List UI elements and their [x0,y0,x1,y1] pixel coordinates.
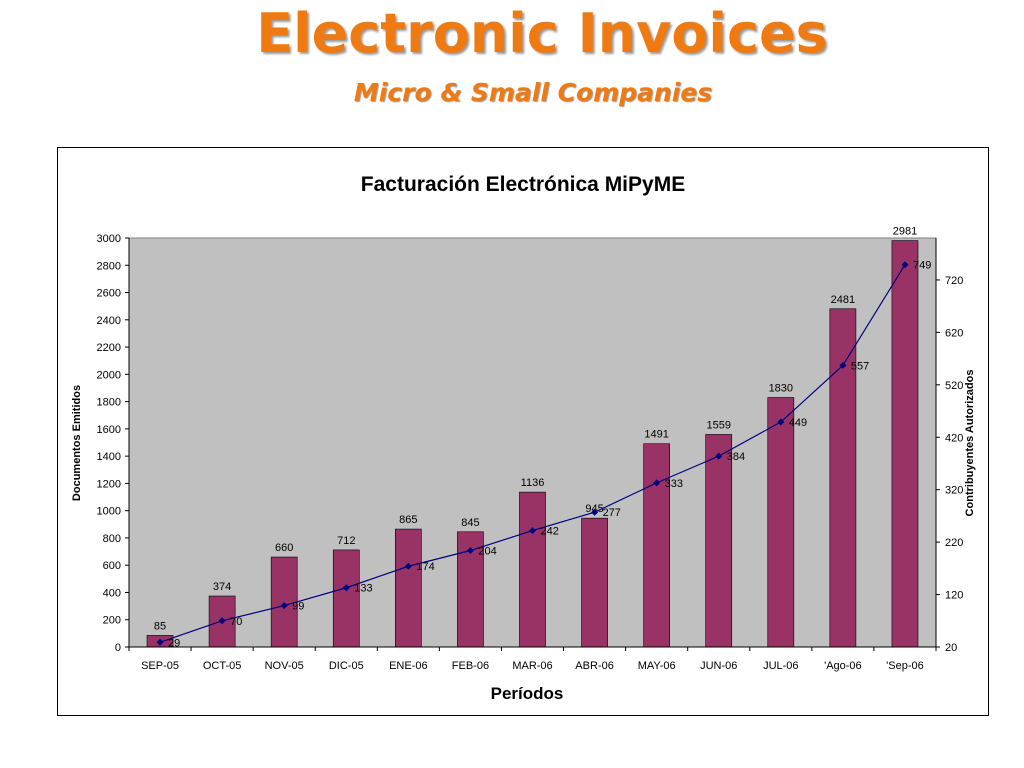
y-tick-label: 1400 [97,451,121,463]
line-value-label: 749 [913,260,931,272]
x-tick-label: NOV-05 [265,660,304,672]
y2-tick-label: 420 [945,432,963,444]
x-tick-label: JUL-06 [763,660,798,672]
chart-frame: Facturación Electrónica MiPyME 85 374 660 7… [57,147,989,716]
y-tick-label: 1200 [97,478,121,490]
slide-title: Electronic Invoices [256,2,828,65]
line-layer: 29 70 99 133 174 204 242 277 333 384 449 557 749 [156,260,931,649]
bar-value-label: 660 [275,542,293,554]
y-tick-label: 2000 [97,369,121,381]
bar-value-label: 85 [154,620,166,632]
x-tick-label: ENE-06 [389,660,428,672]
y-tick-label: 2400 [97,315,121,327]
y2-tick-label: 620 [945,327,963,339]
line-point [901,261,909,269]
line-value-label: 99 [292,601,304,613]
x-tick-label: 'Sep-06 [886,660,924,672]
bar-value-label: 374 [213,581,231,593]
line-point [715,452,723,460]
y-tick-label: 1800 [97,397,121,409]
bar [767,397,795,648]
y-tick-label: 0 [115,642,121,654]
x-tick-label: SEP-05 [141,660,179,672]
line-point [777,418,785,426]
x-tick-label: JUN-06 [700,660,737,672]
line-point [529,527,536,535]
x-tick-label: FEB-06 [452,660,489,672]
y-tick-label: 400 [103,587,121,599]
y-tick-label: 2800 [97,260,121,272]
x-tick-label: OCT-05 [203,660,242,672]
bar-value-label: 1136 [521,477,545,489]
y-axis-label: Documentos Emitidos [71,385,83,501]
line-value-label: 133 [354,583,372,595]
bar-value-label: 712 [337,535,355,547]
line-value-label: 557 [851,360,869,372]
bar [270,556,298,648]
bar-value-label: 1491 [644,429,668,441]
y2-tick-label: 320 [945,485,963,497]
line-point [156,638,164,646]
y-tick-label: 3000 [97,233,121,245]
axes-layer: 0 200 400 600 800 1000 1200 1400 1600 1800 2000 220… [97,233,964,672]
chart-title: Facturación Electrónica MiPyME [361,173,685,196]
x-tick-label: ABR-06 [575,660,614,672]
line-value-label: 277 [603,507,621,519]
y2-tick-label: 720 [945,275,963,287]
slide-subtitle: Micro & Small Companies [353,78,713,107]
y-tick-label: 800 [103,533,121,545]
y-tick-label: 2600 [97,288,121,300]
bar [332,549,360,648]
y2-axis-label: Contribuyentes Autorizados [964,370,976,517]
x-tick-label: MAR-06 [512,660,552,672]
y2-tick-label: 20 [945,642,957,654]
line-point [839,361,847,369]
bar [643,443,670,648]
x-tick-label: MAY-06 [638,660,676,672]
y2-tick-label: 520 [945,380,963,392]
line-point [591,508,599,516]
line-value-label: 384 [727,451,745,463]
y2-tick-label: 120 [945,590,963,602]
y2-tick-label: 220 [945,537,963,549]
bar [395,528,422,648]
line-point [466,547,474,555]
line-value-label: 204 [478,546,496,558]
line-value-label: 242 [541,526,559,538]
x-tick-label: DIC-05 [329,660,364,672]
bars-layer: 8537466071286584511369451491155918302481… [146,226,919,648]
line-value-label: 449 [789,417,807,429]
bar-value-label: 1830 [769,383,793,395]
chart-svg: Facturación Electrónica MiPyME 85 374 660 7… [71,173,976,703]
y-tick-label: 2200 [97,342,121,354]
bar-value-label: 1559 [706,419,730,431]
bar [519,491,546,648]
x-axis-label: Períodos [491,684,564,703]
bar-value-label: 845 [461,517,479,529]
bar-value-label: 2481 [831,294,855,306]
line-point [653,479,661,487]
line-value-label: 174 [416,561,434,573]
line-point [280,602,288,610]
y-tick-label: 1600 [97,424,121,436]
x-tick-label: 'Ago-06 [824,660,862,672]
line-value-label: 333 [665,478,683,490]
y-tick-label: 1000 [97,506,121,518]
y-tick-label: 600 [103,560,121,572]
line-value-label: 70 [230,616,242,628]
y-tick-label: 200 [103,615,121,627]
bar [705,434,733,648]
bar-value-label: 865 [399,514,417,526]
line-value-label: 29 [168,637,180,649]
bar [581,517,608,648]
line-point [218,617,226,625]
bar-value-label: 2981 [893,226,917,238]
bar [891,240,919,648]
line-point [342,584,350,592]
line-point [404,562,412,570]
